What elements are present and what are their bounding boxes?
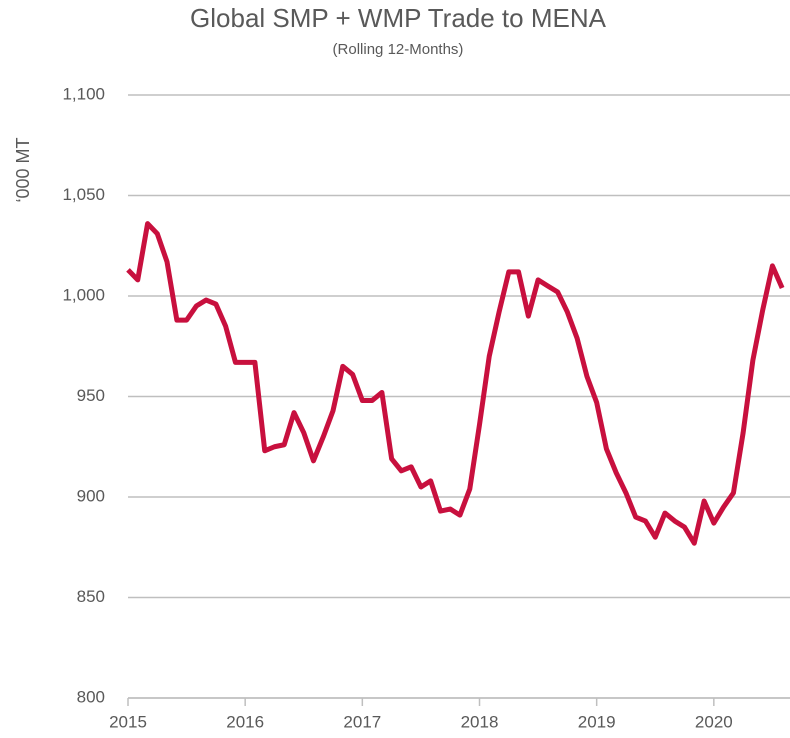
y-tick-label: 850 (77, 587, 105, 606)
y-axis-label: ‘000 MT (13, 137, 33, 202)
x-tick-label: 2018 (461, 712, 499, 731)
y-tick-label: 900 (77, 486, 105, 505)
x-tick-label: 2016 (226, 712, 264, 731)
chart-title: Global SMP + WMP Trade to MENA (190, 3, 607, 33)
data-line (126, 221, 785, 546)
y-tick-label: 1,000 (62, 285, 105, 304)
y-tick-label: 1,100 (62, 84, 105, 103)
x-tick-label: 2015 (109, 712, 147, 731)
chart-subtitle: (Rolling 12-Months) (333, 41, 464, 58)
x-tick-label: 2019 (578, 712, 616, 731)
x-tick-label: 2020 (695, 712, 733, 731)
y-tick-label: 1,050 (62, 185, 105, 204)
y-tick-label: 800 (77, 687, 105, 706)
y-tick-label: 950 (77, 386, 105, 405)
x-tick-label: 2017 (343, 712, 381, 731)
